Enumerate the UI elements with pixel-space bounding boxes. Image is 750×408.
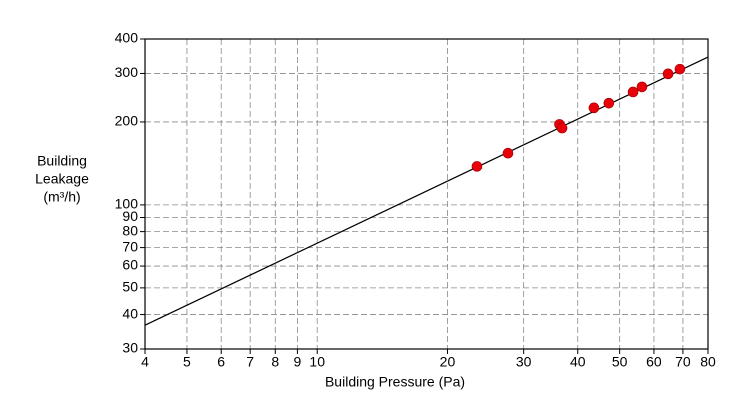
y-tick-label: 200 [115,113,139,129]
point [471,161,483,172]
y-axis-label: Building [37,153,87,169]
y-tick-label: 50 [122,279,138,295]
y-tick-label: 30 [122,340,138,356]
point [588,102,600,114]
point [662,68,674,80]
x-tick-label: 50 [612,354,628,370]
x-tick-label: 4 [141,354,149,370]
y-tick-label: 90 [122,208,138,224]
y-tick-label: 60 [122,257,138,273]
y-axis-label: (m³/h) [43,189,80,205]
x-tick-label: 7 [246,354,254,370]
x-tick-label: 10 [309,354,325,370]
x-tick-label: 80 [700,354,716,370]
y-tick-label: 80 [122,222,138,238]
x-tick-label: 30 [516,354,532,370]
point [502,147,514,159]
x-tick-label: 40 [570,354,586,370]
x-tick-label: 8 [271,354,279,370]
x-axis-label: Building Pressure (Pa) [325,374,465,390]
fit-line [144,56,709,326]
point [674,63,686,75]
plot-frame [144,38,709,350]
y-tick-label: 400 [115,30,139,46]
point [627,86,639,98]
point [556,122,568,134]
x-tick-label: 5 [183,354,191,370]
x-tick-label: 60 [646,354,662,370]
x-tick-label: 6 [217,354,225,370]
x-tick-label: 20 [440,354,456,370]
y-tick-label: 40 [122,305,138,321]
point [636,81,648,93]
x-tick-label: 9 [294,354,302,370]
y-axis-label: Leakage [35,171,89,187]
y-tick-label: 300 [115,64,139,80]
y-tick-label: 70 [122,238,138,254]
y-tick-label: 100 [115,196,139,212]
x-tick-label: 70 [675,354,691,370]
point [603,97,615,109]
